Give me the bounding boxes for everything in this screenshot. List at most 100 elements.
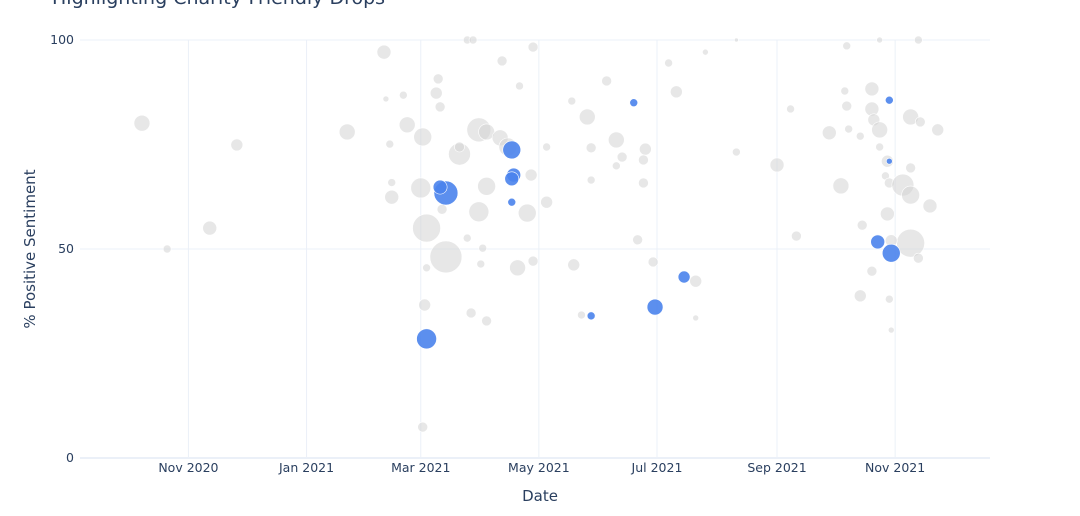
data-point (901, 185, 920, 205)
data-point (398, 116, 416, 134)
data-point (462, 233, 472, 243)
data-point (832, 177, 850, 195)
data-point (133, 114, 151, 132)
data-point (864, 81, 880, 97)
data-point (914, 35, 923, 45)
highlighted-data-point (881, 243, 901, 263)
data-point (577, 310, 586, 320)
data-point (612, 161, 621, 171)
data-point (732, 147, 741, 157)
data-point (616, 151, 628, 163)
highlighted-data-point (416, 328, 437, 350)
y-axis-label: % Positive Sentiment (21, 169, 39, 329)
data-point (429, 86, 443, 100)
data-point (601, 75, 612, 87)
highlighted-data-point (870, 234, 886, 250)
data-point (769, 157, 785, 173)
data-point (382, 95, 390, 103)
data-point (509, 259, 526, 277)
data-point (689, 274, 703, 288)
data-point (875, 142, 884, 152)
highlighted-data-point (677, 270, 691, 284)
data-point (578, 108, 596, 126)
data-point (496, 55, 508, 67)
data-point (905, 162, 916, 174)
x-axis-label: Date (522, 487, 558, 505)
data-point (410, 177, 432, 199)
data-point (913, 252, 924, 264)
highlighted-data-point (507, 197, 517, 207)
data-point (876, 36, 883, 44)
data-point (734, 37, 739, 43)
data-point (454, 141, 465, 153)
data-point (413, 127, 433, 147)
highlighted-data-point (629, 98, 639, 107)
data-point (517, 203, 537, 223)
data-point (791, 230, 802, 242)
data-point (896, 228, 925, 258)
data-point (914, 116, 926, 128)
x-tick-label: Nov 2021 (865, 460, 925, 475)
data-point (432, 73, 444, 85)
data-point (567, 258, 581, 272)
gridlines (80, 39, 990, 459)
highlighted-data-point (646, 298, 664, 316)
data-point (931, 123, 945, 137)
y-tick-label: 50 (58, 241, 74, 256)
data-points (133, 35, 945, 433)
x-tick-label: Jan 2021 (278, 460, 334, 475)
data-point (855, 131, 865, 141)
data-point (871, 121, 888, 139)
highlighted-data-point (886, 157, 893, 165)
data-point (866, 265, 878, 277)
data-point (922, 198, 938, 214)
y-axis-ticks: 0 50 100 (50, 32, 74, 465)
data-point (647, 256, 659, 268)
data-point (387, 178, 397, 187)
data-point (853, 289, 867, 303)
x-axis-ticks: Nov 2020 Jan 2021 Mar 2021 May 2021 Jul 2021… (158, 460, 925, 475)
data-point (540, 195, 553, 209)
data-point (468, 201, 490, 223)
data-point (786, 104, 795, 114)
data-point (417, 421, 429, 433)
data-point (230, 138, 244, 152)
data-point (468, 35, 478, 45)
data-point (434, 101, 446, 113)
x-tick-label: Jul 2021 (631, 460, 683, 475)
highlighted-data-point (586, 311, 596, 321)
data-point (586, 175, 596, 185)
data-point (202, 220, 218, 236)
data-point (670, 85, 683, 99)
data-point (476, 259, 486, 269)
data-point (527, 41, 539, 53)
data-point (585, 142, 597, 154)
data-point (632, 234, 643, 246)
y-tick-label: 0 (66, 450, 74, 465)
data-point (385, 139, 395, 149)
data-point (418, 298, 431, 312)
data-point (429, 240, 463, 274)
data-point (639, 142, 652, 156)
highlighted-data-point (502, 140, 522, 160)
data-point (338, 123, 356, 141)
data-point (478, 243, 488, 253)
data-point (567, 96, 577, 106)
data-point (887, 326, 895, 334)
x-tick-label: Mar 2021 (391, 460, 450, 475)
data-point (880, 206, 895, 222)
data-point (412, 213, 441, 243)
data-point (524, 168, 538, 182)
data-point (384, 189, 400, 205)
x-tick-label: May 2021 (508, 460, 570, 475)
data-point (638, 177, 649, 189)
x-tick-label: Nov 2020 (158, 460, 218, 475)
data-point (692, 314, 700, 322)
data-point (527, 255, 539, 267)
data-point (856, 219, 868, 231)
data-point (844, 124, 853, 134)
data-point (399, 90, 408, 100)
data-point (515, 81, 524, 91)
data-point (702, 48, 709, 56)
